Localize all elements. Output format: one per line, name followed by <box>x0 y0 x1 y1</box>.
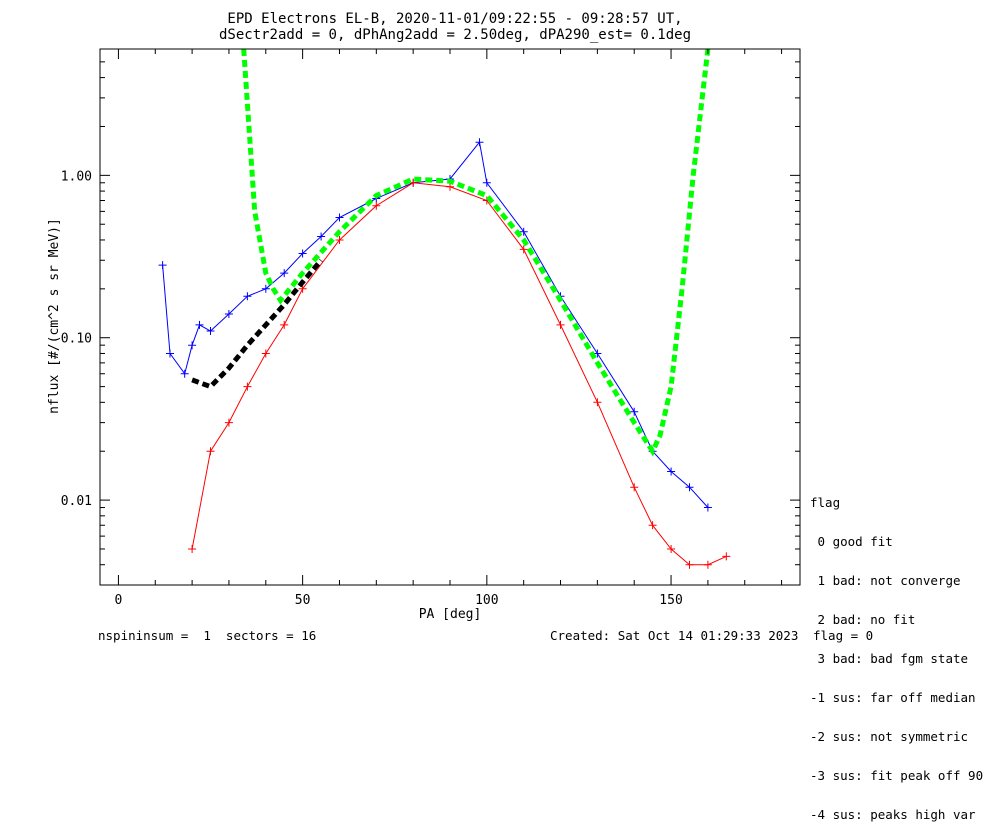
footer-created: Created: Sat Oct 14 01:29:33 2023 <box>550 628 799 643</box>
flux-chart: EPD Electrons EL-B, 2020-11-01/09:22:55 … <box>47 11 801 622</box>
data-point-red <box>280 320 289 329</box>
y-axis-label: nflux [#/(cm^2 s sr MeV)] <box>47 218 62 414</box>
chart-subtitle: dSectr2add = 0, dPhAng2add = 2.50deg, dP… <box>219 27 691 43</box>
data-point-blue <box>280 269 289 278</box>
series-line-green <box>241 48 711 457</box>
data-point-red <box>372 201 381 210</box>
x-tick-label: 100 <box>475 593 498 608</box>
data-point-red <box>685 560 694 569</box>
data-point-blue <box>667 467 676 476</box>
footer-flag: flag = 0 <box>813 628 874 643</box>
data-point-blue <box>158 261 167 270</box>
data-point-blue <box>206 327 215 335</box>
data-point-red <box>206 447 215 456</box>
data-point-red <box>593 398 602 407</box>
x-tick-label: 150 <box>659 593 682 608</box>
series-line-black <box>191 258 324 390</box>
data-point-blue <box>317 232 326 241</box>
data-point-red <box>519 245 528 254</box>
data-point-blue <box>630 407 639 416</box>
data-point-blue <box>685 483 694 492</box>
flag-legend: flag 0 good fit 1 bad: not converge 2 ba… <box>810 470 983 834</box>
data-point-red <box>556 320 565 329</box>
axis-ticks: 0 50 100 150 0.01 0.10 1.00 <box>61 48 800 608</box>
data-point-red <box>335 236 344 244</box>
data-point-blue <box>224 310 233 318</box>
y-tick-label: 0.01 <box>61 494 92 509</box>
data-point-blue <box>519 227 528 236</box>
legend-item: 0 good fit <box>810 534 893 549</box>
data-point-blue <box>180 369 189 378</box>
data-point-blue <box>188 341 197 350</box>
data-point-red <box>224 418 233 427</box>
data-point-blue <box>475 138 484 147</box>
data-point-red <box>648 521 657 530</box>
data-point-blue <box>335 213 344 222</box>
chart-title: EPD Electrons EL-B, 2020-11-01/09:22:55 … <box>227 11 682 27</box>
data-point-red <box>703 560 712 569</box>
footer-spin-info: nspininsum = 1 sectors = 16 <box>98 628 317 643</box>
y-tick-label: 0.10 <box>61 332 92 347</box>
data-point-blue <box>166 349 174 358</box>
x-tick-label: 50 <box>295 593 311 608</box>
x-axis-label: PA [deg] <box>419 607 482 622</box>
data-point-red <box>298 284 307 293</box>
data-point-red <box>446 182 454 191</box>
legend-item: 1 bad: not converge <box>810 573 961 588</box>
legend-title: flag <box>810 495 841 510</box>
legend-item: -2 sus: not symmetric <box>810 729 969 744</box>
plot-frame <box>99 48 801 586</box>
plot-marks <box>158 48 731 569</box>
legend-item: -1 sus: far off median <box>810 690 976 705</box>
data-point-blue <box>243 292 252 301</box>
legend-item: -3 sus: fit peak off 90 <box>810 768 984 783</box>
data-point-blue <box>298 249 307 258</box>
legend-item: 2 bad: no fit <box>810 612 916 627</box>
data-point-red <box>667 545 676 553</box>
data-point-red <box>722 552 731 561</box>
legend-item: 3 bad: bad fgm state <box>810 651 969 666</box>
data-point-red <box>630 483 639 492</box>
y-tick-label: 1.00 <box>61 169 92 184</box>
data-point-blue <box>703 503 712 512</box>
data-point-blue <box>261 284 270 293</box>
data-point-red <box>243 382 252 391</box>
series-line-red <box>191 182 727 566</box>
data-point-blue <box>195 320 204 329</box>
data-point-red <box>188 545 197 553</box>
series-line-blue <box>162 141 709 508</box>
data-point-red <box>261 349 270 358</box>
legend-item: -4 sus: peaks high var <box>810 807 976 822</box>
x-tick-label: 0 <box>115 593 123 608</box>
data-point-blue <box>482 178 491 187</box>
